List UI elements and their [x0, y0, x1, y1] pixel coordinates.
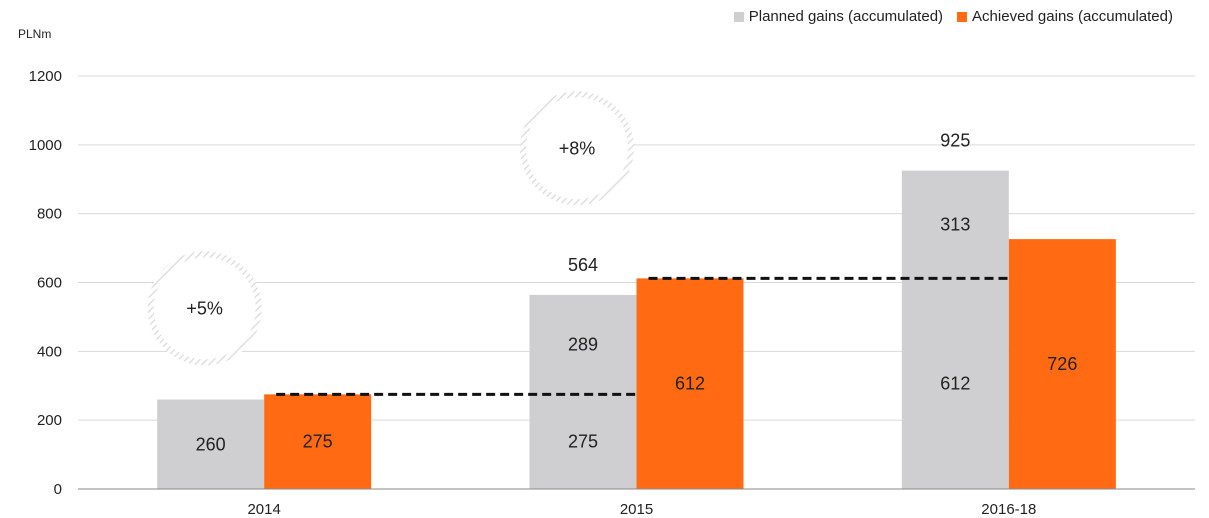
- achieved-label: 726: [1047, 354, 1077, 374]
- legend-swatch-achieved: [957, 11, 968, 22]
- segment-label: 289: [568, 335, 598, 355]
- legend-item-planned: Planned gains (accumulated): [733, 8, 944, 25]
- legend-label-achieved: Achieved gains (accumulated): [972, 8, 1173, 25]
- y-tick-label: 1200: [29, 68, 62, 85]
- annotations: +5% +8%: [147, 91, 634, 366]
- bar-achieved: [264, 394, 372, 489]
- bar-planned: [529, 294, 637, 489]
- bar-planned: [901, 170, 1009, 490]
- growth-label: +8%: [559, 138, 596, 158]
- y-tick-label: 400: [37, 343, 62, 360]
- reference-lines: [276, 276, 1009, 396]
- legend-item-achieved: Achieved gains (accumulated): [957, 8, 1173, 25]
- bar-achieved: [636, 278, 744, 489]
- x-axis: 2014 2015 2016-18: [78, 488, 1195, 518]
- y-tick-label: 800: [37, 206, 62, 223]
- chart-legend: Planned gains (accumulated) Achieved gai…: [733, 8, 1173, 25]
- x-tick-label: 2014: [247, 501, 280, 518]
- bar-achieved: [1008, 239, 1116, 489]
- bars: [157, 170, 1116, 490]
- y-tick-label: 600: [37, 275, 62, 292]
- achieved-label: 275: [303, 432, 333, 452]
- y-unit-label: PLNm: [18, 27, 52, 41]
- growth-badge: +5%: [147, 251, 262, 366]
- achieved-label: 612: [675, 374, 705, 394]
- segment-label: 313: [940, 215, 970, 235]
- x-tick-label: 2015: [620, 501, 653, 518]
- total-label: 564: [568, 255, 598, 275]
- y-axis: 0 200 400 600 800 1000 1200: [29, 68, 62, 498]
- segment-label: 275: [568, 432, 598, 452]
- growth-label: +5%: [186, 298, 223, 318]
- x-tick-label: 2016-18: [981, 501, 1036, 518]
- y-tick-label: 0: [54, 481, 62, 498]
- legend-label-planned: Planned gains (accumulated): [748, 8, 944, 25]
- legend-swatch-planned: [733, 11, 744, 22]
- segment-label: 260: [196, 434, 226, 454]
- y-tick-label: 1000: [29, 137, 62, 154]
- growth-badge: +8%: [520, 91, 634, 206]
- badge-center: [526, 97, 628, 200]
- data-labels: 260 275 275 289 564 612 612 313 925 726: [196, 131, 1078, 455]
- segment-label: 612: [940, 374, 970, 394]
- badge-center: [153, 257, 256, 360]
- total-label: 925: [940, 131, 970, 151]
- bar-planned: [157, 399, 265, 489]
- y-tick-label: 200: [37, 412, 62, 429]
